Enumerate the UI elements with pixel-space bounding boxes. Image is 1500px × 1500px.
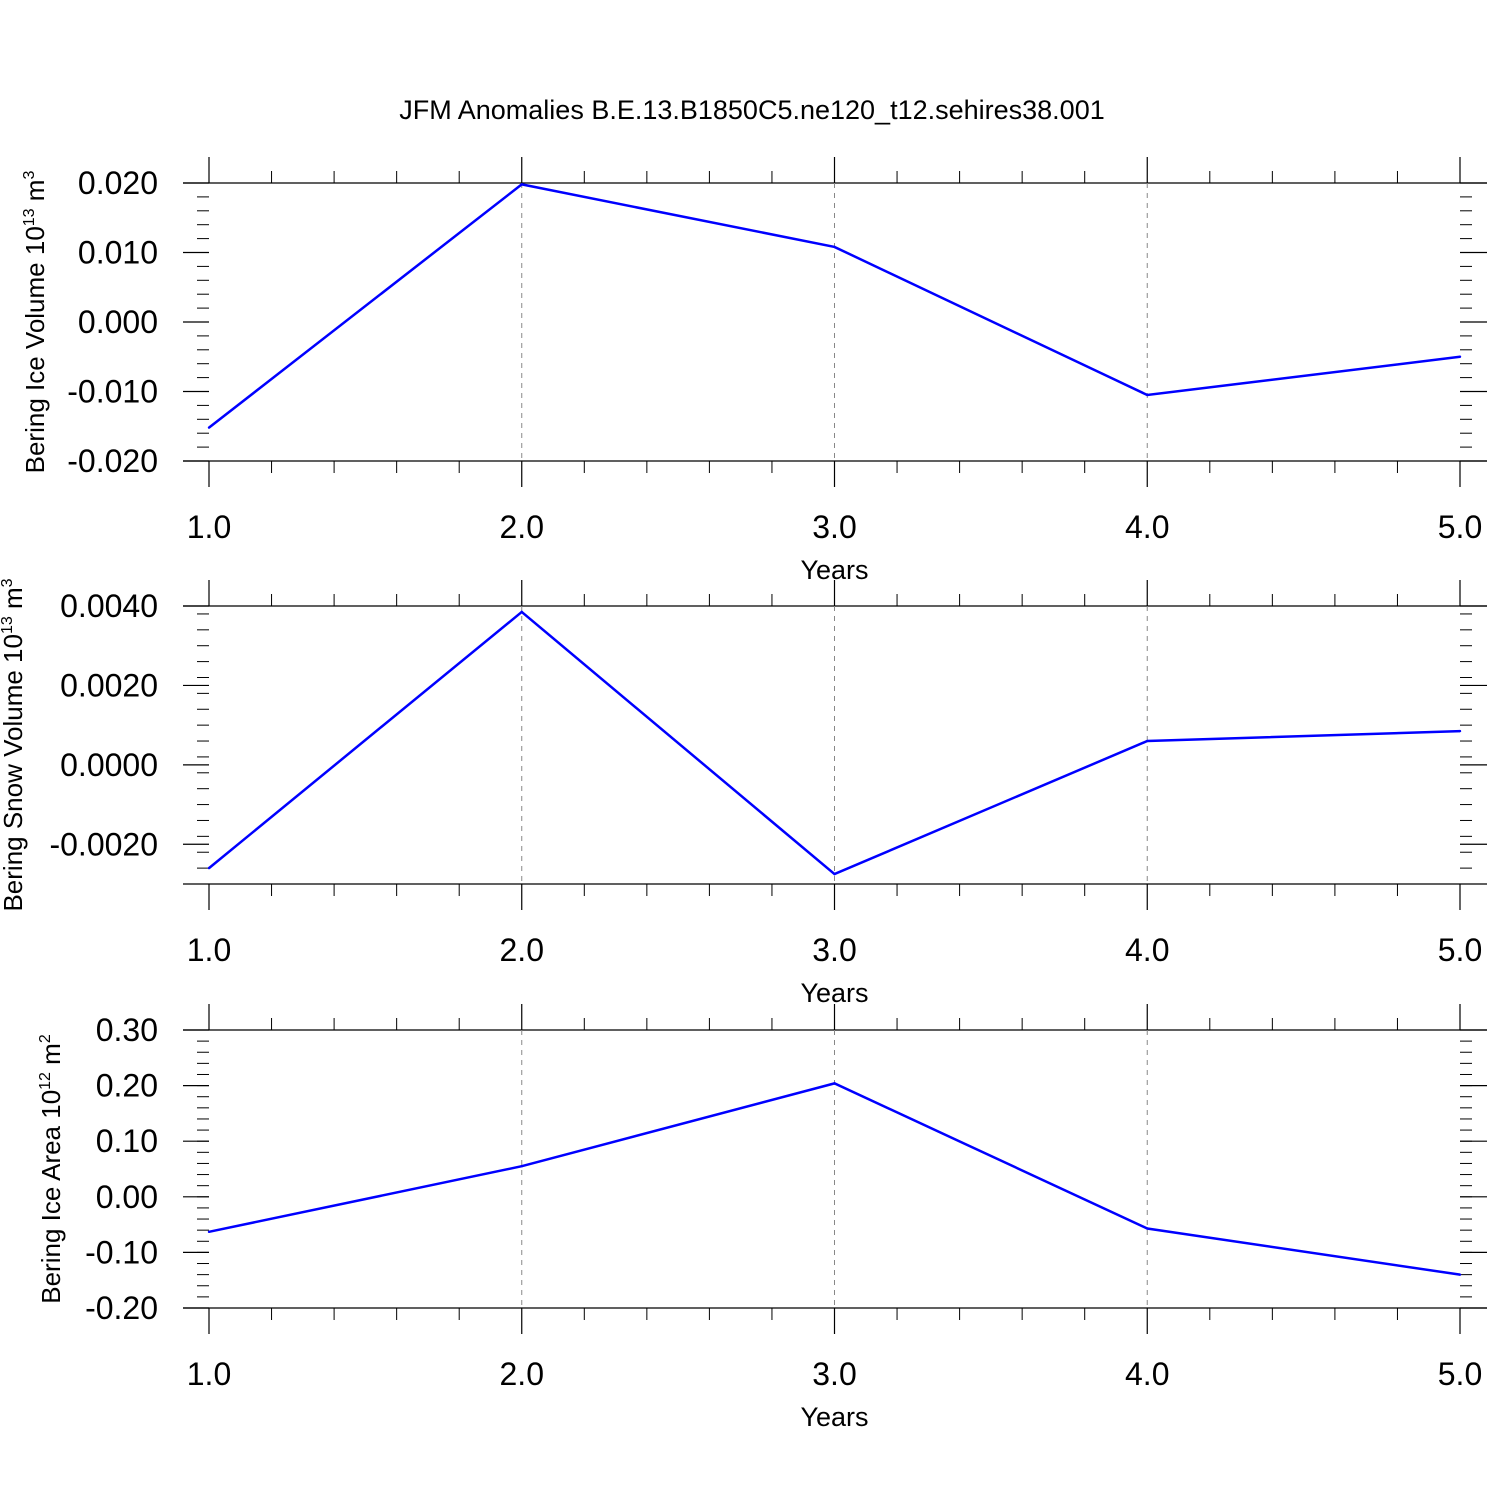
x-tick-label: 2.0 xyxy=(500,1356,544,1392)
data-point xyxy=(520,1165,523,1168)
x-tick-label: 2.0 xyxy=(500,932,544,968)
y-tick-label: 0.010 xyxy=(78,235,158,271)
x-tick-label: 3.0 xyxy=(812,509,856,545)
y-tick-label: -0.20 xyxy=(85,1290,158,1326)
x-tick-label: 1.0 xyxy=(187,932,231,968)
x-tick-label: 1.0 xyxy=(187,509,231,545)
panel-3: 0.30 0.20 0.10 0.00 -0.10 -0.20 1.0 2.0 3.0 4.0 5.… xyxy=(36,1004,1487,1432)
data-point xyxy=(1146,739,1149,743)
x-tick-label: 1.0 xyxy=(187,1356,231,1392)
y-label-text: Bering Ice Volume 10 xyxy=(20,226,50,473)
y-label-text: Bering Ice Area 10 xyxy=(36,1090,66,1304)
y-label-unit: m xyxy=(0,587,28,616)
data-point xyxy=(833,872,836,876)
panel-1: 0.020 0.010 0.000 -0.010 -0.020 1.0 2.0 3.0 4.0 5… xyxy=(20,157,1487,585)
y-axis-label: Bering Ice Area 1012 m2 xyxy=(36,1034,66,1304)
y-label-unit: m xyxy=(36,1043,66,1072)
data-point xyxy=(520,610,523,614)
data-point xyxy=(1458,355,1462,358)
data-point xyxy=(833,245,836,249)
panel-2: 0.0040 0.0020 0.0000 -0.0020 1.0 2.0 3.0 4.0 5.0… xyxy=(0,578,1487,1008)
y-tick-label: 0.10 xyxy=(96,1123,158,1159)
y-label-unit-exponent: 3 xyxy=(0,578,16,587)
x-tick-label: 5.0 xyxy=(1438,509,1482,545)
y-tick-label: 0.30 xyxy=(96,1012,158,1048)
data-point xyxy=(207,426,211,429)
y-tick-label: 0.0020 xyxy=(60,667,158,703)
y-label-exponent: 13 xyxy=(21,208,38,226)
y-label-exponent: 12 xyxy=(37,1072,54,1090)
y-tick-label: -0.10 xyxy=(85,1234,158,1270)
y-axis-label: Bering Snow Volume 1013 m3 xyxy=(0,578,28,911)
data-point xyxy=(1458,729,1462,733)
x-axis-label: Years xyxy=(800,978,868,1008)
data-point xyxy=(833,1082,836,1085)
data-point xyxy=(1458,1273,1462,1276)
data-point xyxy=(207,1230,211,1234)
data-line xyxy=(208,610,1461,876)
data-point xyxy=(1146,1227,1149,1230)
y-tick-label: 0.00 xyxy=(96,1179,158,1215)
y-tick-label: 0.0040 xyxy=(60,588,158,624)
y-label-unit-exponent: 2 xyxy=(37,1034,54,1043)
x-axis-label: Years xyxy=(800,1402,868,1432)
data-point xyxy=(1146,393,1149,397)
x-tick-label: 5.0 xyxy=(1438,1356,1482,1392)
y-tick-label: -0.010 xyxy=(67,374,158,410)
y-tick-label: -0.0020 xyxy=(49,826,158,862)
x-tick-label: 3.0 xyxy=(812,1356,856,1392)
data-point xyxy=(520,183,523,186)
y-label-exponent: 13 xyxy=(0,616,16,634)
y-label-unit: m xyxy=(20,180,50,209)
x-tick-label: 4.0 xyxy=(1125,1356,1169,1392)
y-label-text: Bering Snow Volume 10 xyxy=(0,634,28,912)
y-tick-label: 0.020 xyxy=(78,165,158,201)
x-tick-label: 4.0 xyxy=(1125,509,1169,545)
data-point xyxy=(207,866,211,870)
x-tick-label: 3.0 xyxy=(812,932,856,968)
x-tick-label: 2.0 xyxy=(500,509,544,545)
y-tick-label: -0.020 xyxy=(67,443,158,479)
y-tick-label: 0.000 xyxy=(78,304,158,340)
x-tick-label: 5.0 xyxy=(1438,932,1482,968)
y-tick-label: 0.0000 xyxy=(60,747,158,783)
chart-title: JFM Anomalies B.E.13.B1850C5.ne120_t12.s… xyxy=(399,95,1104,125)
x-tick-label: 4.0 xyxy=(1125,932,1169,968)
y-label-unit-exponent: 3 xyxy=(21,171,38,180)
y-axis-label: Bering Ice Volume 1013 m3 xyxy=(20,171,50,474)
y-tick-label: 0.20 xyxy=(96,1068,158,1104)
